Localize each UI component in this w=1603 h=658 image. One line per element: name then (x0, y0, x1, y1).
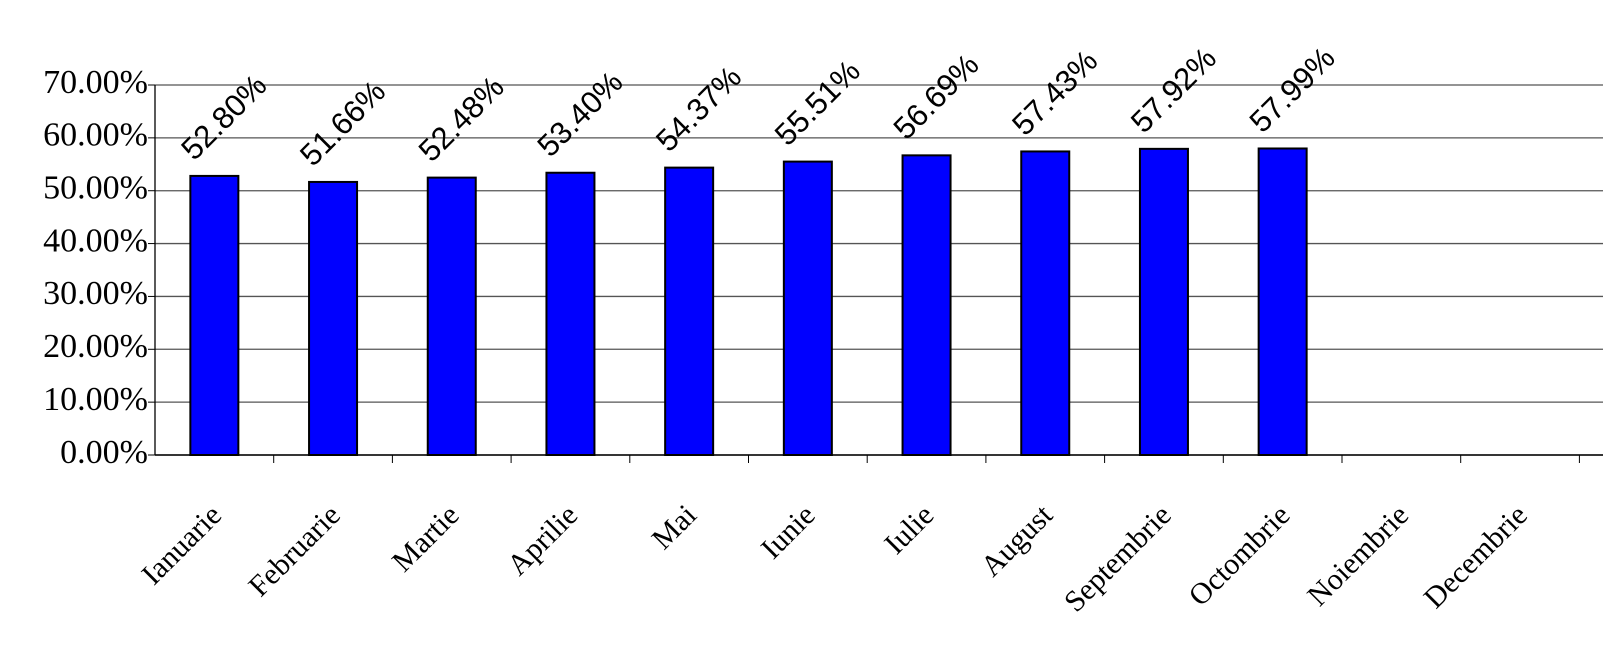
bar (901, 154, 952, 457)
value-label: 52.80% (174, 68, 273, 167)
x-tick-label: August (974, 498, 1059, 583)
bar (189, 174, 240, 457)
x-tick-label: Octombrie (1182, 498, 1296, 612)
bar (426, 176, 477, 456)
x-tick-label: Iulie (878, 498, 940, 560)
y-tick-label: 70.00% (43, 64, 148, 101)
value-label: 52.48% (412, 69, 511, 168)
x-tick-label: Martie (386, 498, 466, 578)
x-tick-label: Decembrie (1417, 498, 1533, 614)
x-tick-label: Septembrie (1058, 498, 1178, 618)
value-label: 57.43% (1005, 43, 1104, 142)
value-label: 57.92% (1124, 40, 1223, 139)
x-tick-label: Ianuarie (135, 498, 228, 591)
bar (1020, 150, 1071, 456)
x-tick-label: Mai (645, 498, 703, 556)
value-label: 53.40% (530, 64, 629, 163)
y-tick-label: 30.00% (43, 275, 148, 312)
value-label: 56.69% (887, 47, 986, 146)
y-tick-label: 60.00% (43, 117, 148, 154)
x-tick-label: Aprilie (501, 498, 584, 581)
y-tick-label: 10.00% (43, 381, 148, 418)
bar (664, 166, 715, 456)
value-label: 57.99% (1243, 40, 1342, 139)
y-tick-label: 50.00% (43, 170, 148, 207)
bar (1138, 147, 1189, 456)
y-tick-label: 0.00% (60, 434, 148, 471)
value-label: 51.66% (293, 74, 392, 173)
bar (308, 180, 359, 456)
value-label: 54.37% (649, 59, 748, 158)
bar (782, 160, 833, 456)
bar (1257, 147, 1308, 457)
x-tick-label: Iunie (755, 498, 822, 565)
x-tick-label: Noiembrie (1301, 498, 1415, 612)
y-tick-label: 40.00% (43, 222, 148, 259)
bar (545, 171, 596, 456)
y-tick-label: 20.00% (43, 328, 148, 365)
x-tick-label: Februarie (242, 498, 347, 603)
